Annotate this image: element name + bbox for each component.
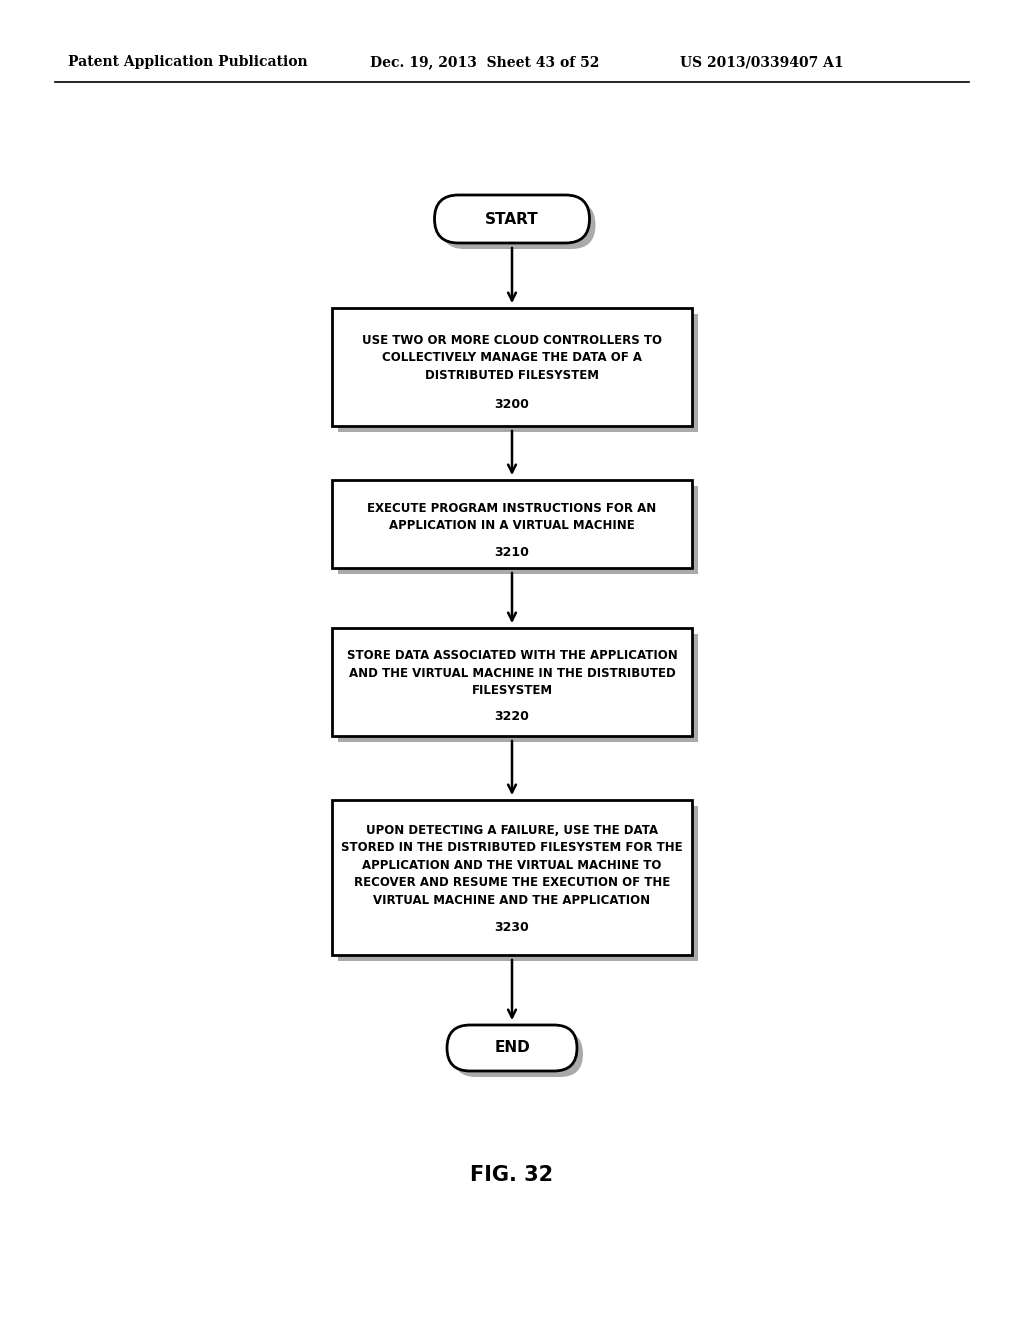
Text: UPON DETECTING A FAILURE, USE THE DATA
STORED IN THE DISTRIBUTED FILESYSTEM FOR : UPON DETECTING A FAILURE, USE THE DATA S… xyxy=(341,824,683,907)
Text: END: END xyxy=(495,1040,529,1056)
Text: Patent Application Publication: Patent Application Publication xyxy=(68,55,307,69)
Bar xyxy=(338,314,698,432)
Text: EXECUTE PROGRAM INSTRUCTIONS FOR AN
APPLICATION IN A VIRTUAL MACHINE: EXECUTE PROGRAM INSTRUCTIONS FOR AN APPL… xyxy=(368,502,656,532)
Bar xyxy=(338,807,698,961)
Text: 3210: 3210 xyxy=(495,545,529,558)
Bar xyxy=(332,800,692,954)
Bar xyxy=(338,634,698,742)
FancyBboxPatch shape xyxy=(453,1031,583,1077)
Text: 3220: 3220 xyxy=(495,710,529,723)
Text: START: START xyxy=(485,211,539,227)
Text: FIG. 32: FIG. 32 xyxy=(470,1166,554,1185)
Bar xyxy=(332,628,692,737)
FancyBboxPatch shape xyxy=(440,201,596,249)
Bar xyxy=(332,480,692,568)
FancyBboxPatch shape xyxy=(434,195,590,243)
Text: US 2013/0339407 A1: US 2013/0339407 A1 xyxy=(680,55,844,69)
Text: 3200: 3200 xyxy=(495,399,529,412)
Text: Dec. 19, 2013  Sheet 43 of 52: Dec. 19, 2013 Sheet 43 of 52 xyxy=(370,55,599,69)
FancyBboxPatch shape xyxy=(447,1026,577,1071)
Text: STORE DATA ASSOCIATED WITH THE APPLICATION
AND THE VIRTUAL MACHINE IN THE DISTRI: STORE DATA ASSOCIATED WITH THE APPLICATI… xyxy=(347,649,677,697)
Text: USE TWO OR MORE CLOUD CONTROLLERS TO
COLLECTIVELY MANAGE THE DATA OF A
DISTRIBUT: USE TWO OR MORE CLOUD CONTROLLERS TO COL… xyxy=(362,334,662,381)
Bar xyxy=(338,486,698,574)
Bar xyxy=(332,308,692,426)
Text: 3230: 3230 xyxy=(495,920,529,933)
